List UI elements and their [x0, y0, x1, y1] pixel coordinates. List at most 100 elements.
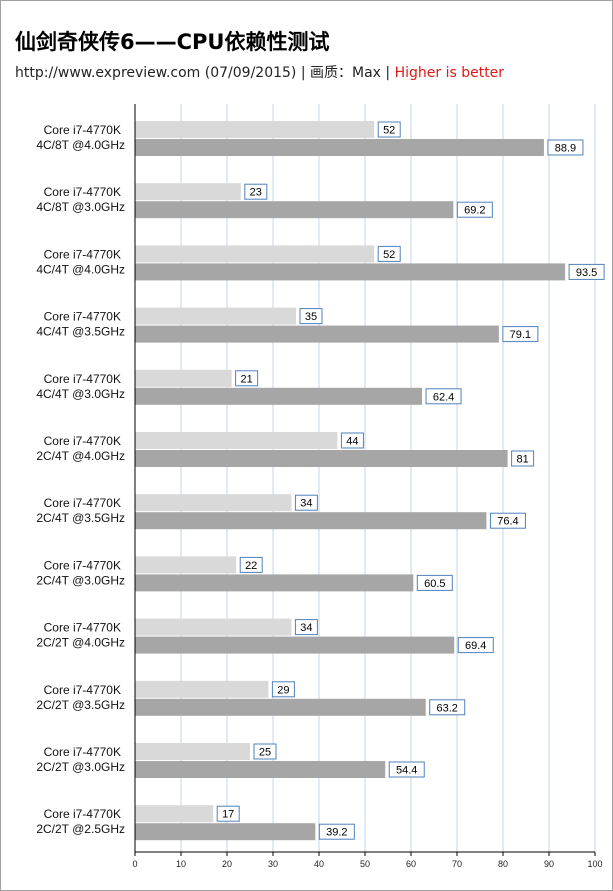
category-label: Core i7-4770K: [44, 621, 121, 635]
bar-light: [135, 183, 241, 201]
category-label: Core i7-4770K: [44, 683, 121, 697]
value-label: 79.1: [510, 329, 531, 341]
value-label: 21: [240, 373, 252, 385]
value-label: 76.4: [497, 516, 518, 528]
x-tick-label: 20: [222, 859, 232, 869]
value-label: 22: [245, 560, 257, 572]
value-label-box: [457, 637, 494, 654]
bar-light: [135, 432, 338, 449]
value-label: 23: [250, 187, 262, 199]
value-label-box: [425, 388, 462, 405]
value-label-box: [340, 432, 364, 449]
value-label: 63.2: [437, 702, 458, 714]
category-label: 2C/4T @3.5GHz: [36, 511, 125, 525]
bar-light: [135, 680, 269, 698]
category-label: Core i7-4770K: [44, 247, 121, 261]
value-label: 69.4: [465, 640, 486, 652]
bar-dark: [135, 387, 423, 405]
value-label: 81: [516, 454, 528, 466]
category-label: 2C/2T @3.0GHz: [36, 760, 125, 774]
category-label: Core i7-4770K: [44, 310, 121, 324]
value-label: 25: [259, 747, 271, 759]
x-tick-label: 50: [360, 859, 370, 869]
bar-dark: [135, 574, 414, 592]
value-label-box: [271, 681, 295, 698]
value-label-box: [429, 699, 466, 716]
category-label: 4C/4T @3.0GHz: [36, 387, 125, 401]
value-label: 44: [346, 436, 358, 448]
category-label: Core i7-4770K: [44, 123, 121, 137]
x-tick-label: 60: [406, 859, 416, 869]
value-label: 88.9: [555, 143, 576, 155]
x-tick-label: 100: [587, 859, 602, 869]
bar-dark: [135, 823, 316, 841]
bar-dark: [135, 325, 499, 343]
value-label-box: [239, 556, 263, 573]
category-label: 4C/8T @3.0GHz: [36, 200, 125, 214]
category-label: 4C/8T @4.0GHz: [36, 138, 125, 152]
bar-dark: [135, 139, 544, 156]
category-label: 2C/4T @3.0GHz: [36, 573, 125, 587]
value-label-box: [547, 139, 584, 156]
x-tick-label: 40: [314, 859, 324, 869]
value-label: 62.4: [433, 391, 454, 403]
value-label-box: [253, 743, 277, 760]
value-label: 17: [222, 809, 234, 821]
value-label-box: [318, 823, 355, 840]
bar-dark: [135, 512, 487, 530]
value-label: 35: [305, 311, 317, 323]
grid-lines: [180, 104, 596, 852]
bar-light: [135, 245, 375, 263]
value-label: 29: [277, 684, 289, 696]
category-label: 2C/2T @2.5GHz: [36, 822, 125, 836]
value-label: 52: [383, 125, 395, 137]
x-tick-label: 0: [132, 859, 137, 869]
value-label-box: [502, 326, 539, 343]
category-label: 4C/4T @3.5GHz: [36, 325, 125, 339]
quality-text: 画质：Max: [310, 65, 381, 81]
value-label: 93.5: [576, 267, 597, 279]
bar-light: [135, 618, 292, 636]
separator: |: [296, 65, 310, 81]
value-label: 60.5: [424, 578, 445, 590]
value-label: 54.4: [396, 765, 417, 777]
x-tick-label: 10: [176, 859, 186, 869]
category-label: 2C/2T @3.5GHz: [36, 698, 125, 712]
source-text: http://www.expreview.com (07/09/2015): [15, 65, 297, 81]
value-label: 69.2: [464, 205, 485, 217]
bar-dark: [135, 636, 455, 654]
bars: 52 88.9 23 69.2 52 93.5 35 79.1 21 62.4 44 81 34 76.4…: [135, 121, 605, 841]
category-label: 4C/4T @4.0GHz: [36, 262, 125, 276]
x-axis: 0 10 20 30 40 50 60 70 80 90 100: [132, 104, 603, 869]
category-label: 2C/4T @4.0GHz: [36, 449, 125, 463]
value-label-box: [244, 183, 268, 200]
category-label: Core i7-4770K: [44, 434, 121, 448]
value-label-box: [489, 512, 526, 529]
value-label-box: [416, 574, 453, 591]
value-label-box: [294, 494, 318, 511]
category-label: 2C/2T @4.0GHz: [36, 636, 125, 650]
bar-dark: [135, 201, 454, 219]
x-tick-label: 90: [544, 859, 554, 869]
chart-title: 仙剑奇侠传6——CPU依赖性测试: [15, 30, 330, 54]
bar-light: [135, 307, 296, 325]
value-label-box: [388, 761, 425, 778]
bar-light: [135, 494, 292, 512]
value-label-box: [377, 245, 401, 262]
bar-dark: [135, 263, 566, 281]
value-label-box: [377, 121, 401, 138]
bar-light: [135, 805, 214, 823]
bar-dark: [135, 698, 426, 716]
value-label-box: [568, 263, 605, 280]
bar-light: [135, 369, 232, 387]
bar-light: [135, 121, 375, 138]
value-label-box: [511, 450, 535, 467]
value-label-box: [299, 308, 323, 325]
x-tick-label: 80: [498, 859, 508, 869]
value-label: 52: [383, 249, 395, 261]
value-label-box: [456, 201, 493, 218]
higher-is-better-note: Higher is better: [394, 65, 505, 81]
x-tick-label: 30: [268, 859, 278, 869]
